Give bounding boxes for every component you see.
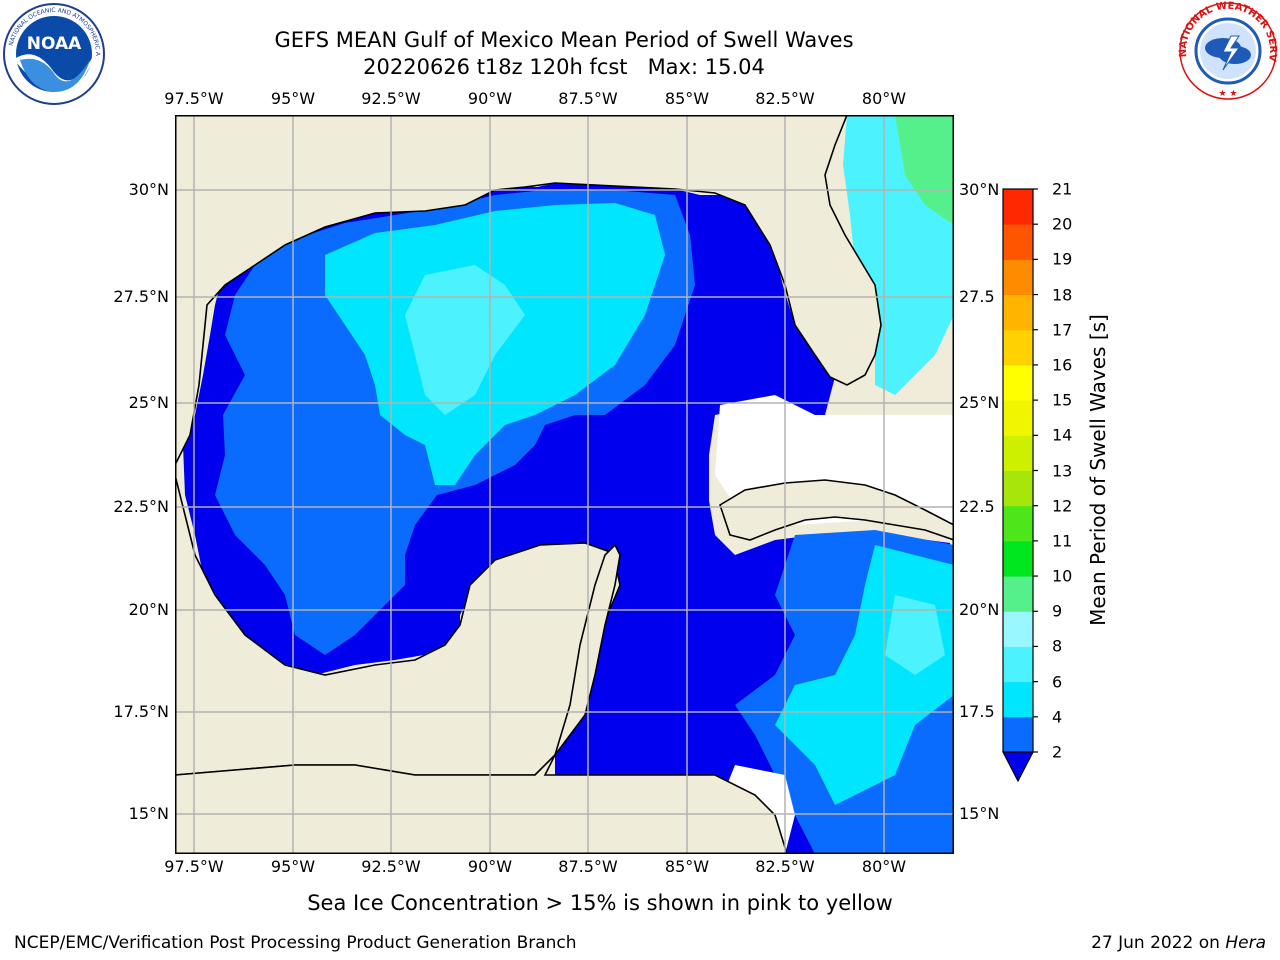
colorbar-bin [1003, 611, 1033, 647]
colorbar-tick-label: 19 [1052, 249, 1073, 269]
lon-label-bottom: 82.5°W [755, 857, 815, 876]
map-title: GEFS MEAN Gulf of Mexico Mean Period of … [274, 28, 854, 52]
lat-label-right: 30°N [959, 180, 1000, 199]
colorbar-tick-label: 20 [1052, 214, 1073, 234]
lon-label-top: 85°W [664, 89, 710, 108]
map-subtitle: 20220626 t18z 120h fcst Max: 15.04 [363, 55, 765, 79]
colorbar-tick-label: 4 [1052, 707, 1063, 727]
colorbar-bins [1003, 189, 1033, 753]
lon-label-top: 97.5°W [164, 89, 224, 108]
lon-label-bottom: 97.5°W [164, 857, 224, 876]
lon-label-top: 87.5°W [558, 89, 618, 108]
colorbar-bin [1003, 364, 1033, 401]
lat-label-left: 27.5°N [113, 287, 169, 306]
colorbar-bin [1003, 646, 1033, 683]
colorbar-bin [1003, 576, 1033, 612]
colorbar-bin [1003, 435, 1033, 471]
lon-label-bottom: 85°W [664, 857, 710, 876]
lat-label-right: 20°N [959, 600, 1000, 619]
lon-label-top: 95°W [270, 89, 316, 108]
lat-label-left: 30°N [128, 180, 169, 199]
colorbar-under-triangle [1002, 751, 1034, 783]
colorbar-tick-label: 17 [1052, 320, 1073, 340]
colorbar-tick-label: 8 [1052, 636, 1063, 656]
lon-label-bottom: 87.5°W [558, 857, 618, 876]
colorbar-tick-label: 12 [1052, 496, 1073, 516]
noaa-logo: NOAA NATIONAL OCEANIC AND ATMOSPHERIC AD… [2, 2, 105, 105]
colorbar-tick-label: 14 [1052, 425, 1073, 445]
colorbar-bin [1003, 294, 1033, 331]
map-frame [175, 115, 954, 854]
date-stamp-host: Hera [1225, 933, 1266, 953]
colorbar-bin [1003, 259, 1033, 296]
colorbar-bin [1003, 224, 1033, 260]
noaa-logo-text: NOAA [27, 34, 82, 54]
caribbean-light-region [885, 595, 945, 675]
lat-label-right: 25°N [959, 393, 1000, 412]
colorbar-tick-label: 10 [1052, 566, 1073, 586]
lat-label-left: 25°N [128, 393, 169, 412]
colorbar-bin [1003, 540, 1033, 577]
colorbar-tick-label: 2 [1052, 742, 1063, 762]
land-central-america [175, 543, 788, 854]
svg-text:★ ★: ★ ★ [1219, 89, 1238, 99]
sea-ice-note: Sea Ice Concentration > 15% is shown in … [0, 891, 1280, 915]
lat-label-left: 15°N [128, 804, 169, 823]
lat-label-left: 22.5°N [113, 497, 169, 516]
lon-label-bottom: 95°W [270, 857, 316, 876]
colorbar [1002, 188, 1038, 783]
colorbar-tick-label: 13 [1052, 461, 1073, 480]
colorbar-tick-label: 11 [1052, 531, 1073, 551]
colorbar-tick-label: 18 [1052, 285, 1073, 305]
lat-label-left: 20°N [128, 600, 169, 619]
date-stamp: 27 Jun 2022 on Hera [1091, 933, 1266, 953]
colorbar-tick-label: 15 [1052, 390, 1073, 410]
colorbar-bin [1003, 189, 1033, 225]
colorbar-bin [1003, 505, 1033, 542]
colorbar-label: Mean Period of Swell Waves [s] [1086, 314, 1110, 626]
colorbar-tick-label: 9 [1052, 601, 1063, 621]
swell-region-6-8s [405, 265, 525, 415]
lon-label-top: 80°W [861, 89, 907, 108]
date-stamp-date: 27 Jun 2022 on [1091, 933, 1226, 953]
colorbar-tick-label: 6 [1052, 672, 1063, 692]
nws-logo: NATIONAL WEATHER SERVICE ★ ★ [1177, 0, 1278, 100]
lon-label-bottom: 80°W [861, 857, 907, 876]
lon-label-bottom: 92.5°W [361, 857, 421, 876]
credit-text: NCEP/EMC/Verification Post Processing Pr… [14, 933, 577, 953]
colorbar-bin [1003, 470, 1033, 507]
lat-label-right: 15°N [959, 804, 1000, 823]
land-us-coast [175, 115, 882, 466]
lon-label-top: 82.5°W [755, 89, 815, 108]
colorbar-tick-label: 21 [1052, 179, 1073, 199]
graticule [175, 115, 954, 854]
lat-label-left: 17.5°N [113, 702, 169, 721]
colorbar-tick-label: 16 [1052, 355, 1073, 375]
lat-label-right: 22.5 [959, 497, 995, 516]
colorbar-bin [1003, 681, 1033, 718]
lon-label-top: 90°W [467, 89, 513, 108]
lat-label-right: 27.5 [959, 287, 995, 306]
atlantic-green-region [895, 115, 954, 225]
colorbar-bin [1003, 716, 1033, 753]
lon-label-bottom: 90°W [467, 857, 513, 876]
sea-ice-note-text: Sea Ice Concentration > 15% is shown in … [307, 891, 893, 915]
colorbar-bin [1003, 329, 1033, 366]
colorbar-bin [1003, 400, 1033, 436]
land-cuba [719, 479, 954, 541]
lat-label-right: 17.5 [959, 702, 995, 721]
lon-label-top: 92.5°W [361, 89, 421, 108]
map-panel [175, 115, 954, 854]
